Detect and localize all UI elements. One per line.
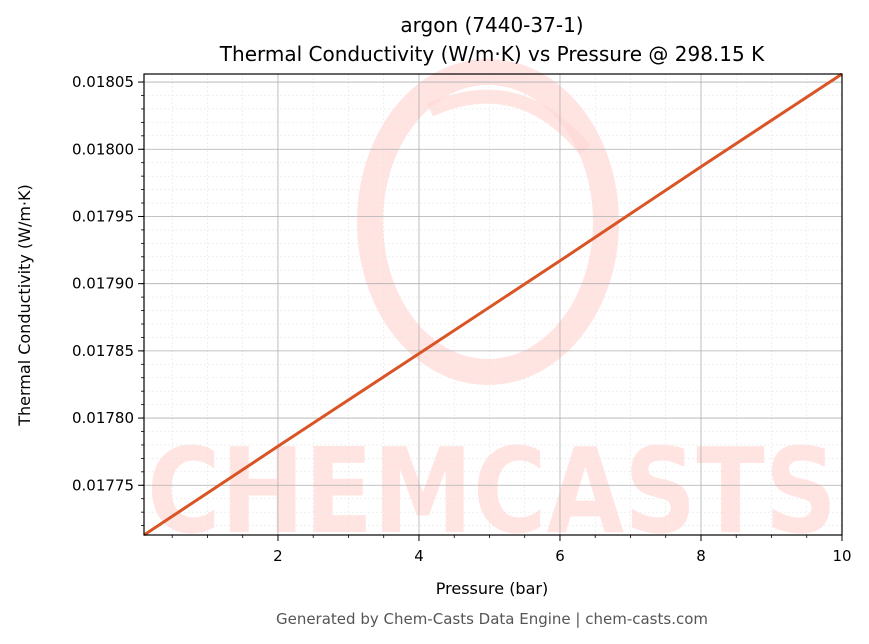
x-tick-label: 10 — [832, 547, 851, 565]
chart-title: argon (7440-37-1) — [400, 13, 583, 37]
series-layer — [143, 72, 843, 537]
series-line — [143, 72, 843, 537]
y-tick-labels: 0.01775 0.01780 0.01785 0.01790 0.01795 0.018… — [72, 73, 134, 494]
x-axis-label: Pressure (bar) — [436, 579, 548, 598]
y-tick-label: 0.01795 — [72, 207, 134, 225]
watermark-swirl-inner — [427, 89, 591, 155]
x-tick-label: 8 — [696, 547, 706, 565]
y-tick-label: 0.01790 — [72, 275, 134, 293]
plot-frame — [143, 73, 843, 536]
ticks — [138, 81, 843, 541]
watermark-text: CHEMCASTS — [147, 422, 837, 560]
x-tick-label: 4 — [414, 547, 424, 565]
y-tick-label: 0.01780 — [72, 409, 134, 427]
watermark-swirl — [357, 59, 619, 385]
x-tick-label: 6 — [555, 547, 565, 565]
y-tick-label: 0.01805 — [72, 73, 134, 91]
x-tick-label: 2 — [273, 547, 283, 565]
x-tick-labels: 2 4 6 8 10 — [273, 547, 851, 565]
footer-credit: Generated by Chem-Casts Data Engine | ch… — [276, 610, 708, 628]
chart-subtitle: Thermal Conductivity (W/m·K) vs Pressure… — [219, 42, 765, 66]
y-tick-label: 0.01785 — [72, 342, 134, 360]
major-grid — [144, 74, 843, 535]
y-tick-label: 0.01800 — [72, 140, 134, 158]
y-axis-label: Thermal Conductivity (W/m·K) — [15, 184, 34, 427]
y-tick-label: 0.01775 — [72, 476, 134, 494]
